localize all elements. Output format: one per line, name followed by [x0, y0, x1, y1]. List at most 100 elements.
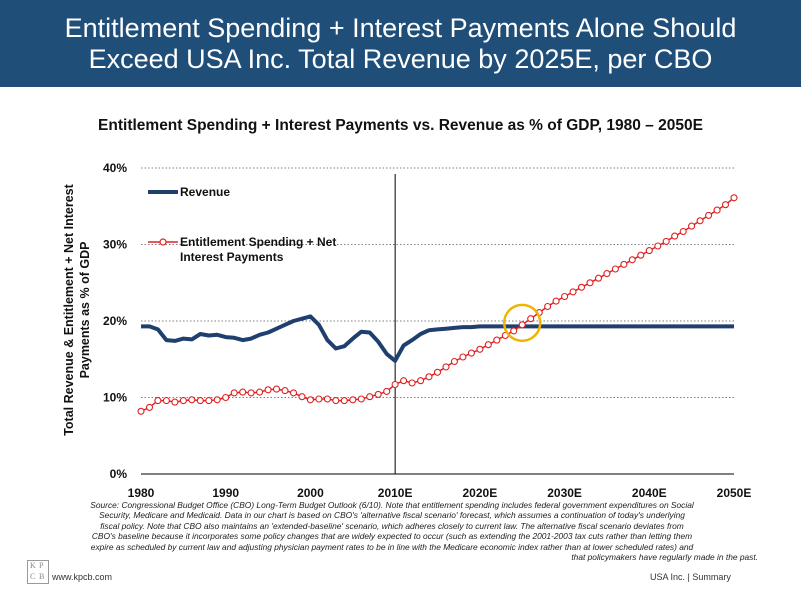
entitlement-data-point [679, 227, 687, 236]
entitlement-data-point [637, 251, 645, 259]
entitlement-data-point [611, 265, 619, 273]
entitlement-data-point [289, 389, 298, 397]
source-line: that policymakers have regularly made in… [571, 552, 758, 563]
entitlement-data-point [391, 380, 399, 389]
entitlement-data-point [552, 297, 560, 305]
entitlement-data-point [256, 388, 264, 396]
slide-header: Entitlement Spending + Interest Payments… [0, 0, 801, 87]
entitlement-data-point [721, 201, 730, 209]
chart-legend: Revenue Entitlement Spending + Net Inter… [148, 185, 336, 264]
y-tick-label: 30% [103, 238, 127, 252]
source-line: expire as scheduled by current law and a… [90, 541, 694, 552]
entitlement-data-point [315, 395, 323, 403]
revenue-series-line [141, 314, 734, 363]
entitlement-data-point [230, 389, 238, 397]
chart-grid [141, 167, 734, 398]
entitlement-data-point [628, 256, 636, 264]
entitlement-data-point [586, 279, 594, 287]
entitlement-data-point [281, 387, 289, 395]
entitlement-data-point [705, 211, 713, 219]
entitlement-data-point [527, 315, 535, 323]
entitlement-data-point [569, 288, 577, 296]
entitlement-data-point [425, 373, 433, 381]
legend-marker-entitlement [159, 238, 167, 246]
entitlement-data-point [518, 321, 526, 329]
entitlement-data-point [544, 302, 552, 311]
y-tick-label: 40% [103, 161, 127, 175]
entitlement-data-point [298, 393, 306, 401]
y-axis-title-line-1: Total Revenue & Entitlement + Net Intere… [62, 183, 76, 435]
x-tick-label: 2030E [547, 486, 582, 500]
entitlement-data-point [205, 397, 213, 405]
entitlement-data-point [162, 397, 170, 405]
x-tick-label: 2020E [463, 486, 498, 500]
x-tick-label: 2000 [297, 486, 324, 500]
x-tick-label: 1980 [128, 486, 155, 500]
website-link[interactable]: www.kpcb.com [52, 572, 113, 582]
entitlement-data-point [484, 341, 492, 349]
entitlement-data-point [620, 260, 628, 268]
logo-letter: C [30, 572, 36, 581]
entitlement-data-point [662, 237, 670, 245]
chart-subtitle: Entitlement Spending + Interest Payments… [98, 117, 703, 134]
x-tick-label: 2010E [378, 486, 413, 500]
entitlement-data-point [196, 397, 204, 405]
entitlement-data-point [247, 389, 255, 397]
source-line: fiscal policy. Note that CBO also mainta… [100, 520, 684, 531]
entitlement-data-point [594, 274, 603, 282]
entitlement-data-point [323, 395, 331, 403]
entitlement-data-point [272, 385, 281, 393]
legend-label-entitlement-line-2: Interest Payments [180, 250, 284, 264]
entitlement-data-point [171, 398, 179, 406]
entitlement-data-point [442, 363, 450, 371]
entitlement-data-point [188, 396, 196, 404]
entitlement-data-point [654, 242, 662, 250]
logo-letter: B [39, 572, 45, 581]
entitlement-data-point [383, 387, 391, 395]
logo-letter: K [30, 561, 36, 570]
source-line: Security, Medicare and Medicaid. Data in… [99, 510, 685, 521]
slide-title-line-2: Exceed USA Inc. Total Revenue by 2025E, … [88, 44, 713, 74]
kpcb-logo: K P C B [27, 560, 49, 584]
crossover-highlight-circle [502, 303, 542, 343]
legend-label-revenue: Revenue [180, 185, 230, 199]
entitlement-data-point [450, 357, 458, 366]
entitlement-data-point [137, 407, 145, 415]
entitlement-data-point [577, 283, 586, 291]
y-tick-label: 0% [110, 467, 128, 481]
entitlement-data-point [688, 222, 696, 230]
source-line: CBO's baseline because it incorporates s… [91, 531, 693, 542]
entitlement-data-point [476, 345, 484, 353]
entitlement-data-point [400, 377, 408, 385]
entitlement-data-point [213, 396, 221, 404]
entitlement-data-point [366, 393, 374, 401]
legend-label-entitlement-line-1: Entitlement Spending + Net [180, 235, 336, 249]
entitlement-data-point [713, 206, 721, 214]
y-tick-label: 20% [103, 314, 127, 328]
x-tick-label: 2050E [717, 486, 752, 500]
slide-title-line-1: Entitlement Spending + Interest Payments… [64, 13, 737, 43]
footer-section-label: USA Inc. | Summary [650, 572, 731, 582]
y-axis-title: Total Revenue & Entitlement + Net Intere… [62, 183, 92, 435]
entitlement-data-point [332, 397, 340, 405]
entitlement-data-point [357, 395, 365, 403]
source-line: Source: Congressional Budget Office (CBO… [90, 500, 694, 510]
entitlement-data-point [730, 194, 738, 202]
logo-letter: P [39, 561, 44, 570]
line-chart: 1980 1990 2000 2010E 2020E 2030E 2040E 2050E 0%… [62, 161, 752, 500]
entitlement-data-point [467, 349, 475, 357]
y-axis-title-line-2: Payments as % of GDP [78, 242, 92, 379]
entitlement-data-point [645, 247, 653, 255]
entitlement-data-point [374, 390, 382, 398]
entitlement-data-point [154, 397, 162, 405]
source-note: Source: Congressional Budget Office (CBO… [26, 500, 758, 562]
entitlement-data-point [179, 397, 187, 405]
entitlement-data-point [349, 396, 357, 404]
entitlement-data-point [264, 386, 272, 394]
entitlement-data-point [145, 403, 154, 411]
entitlement-data-point [510, 327, 518, 335]
entitlement-data-point [493, 336, 501, 344]
x-axis: 1980 1990 2000 2010E 2020E 2030E 2040E 2050E [128, 473, 752, 500]
entitlement-data-point [417, 377, 425, 385]
entitlement-data-point [696, 217, 704, 225]
